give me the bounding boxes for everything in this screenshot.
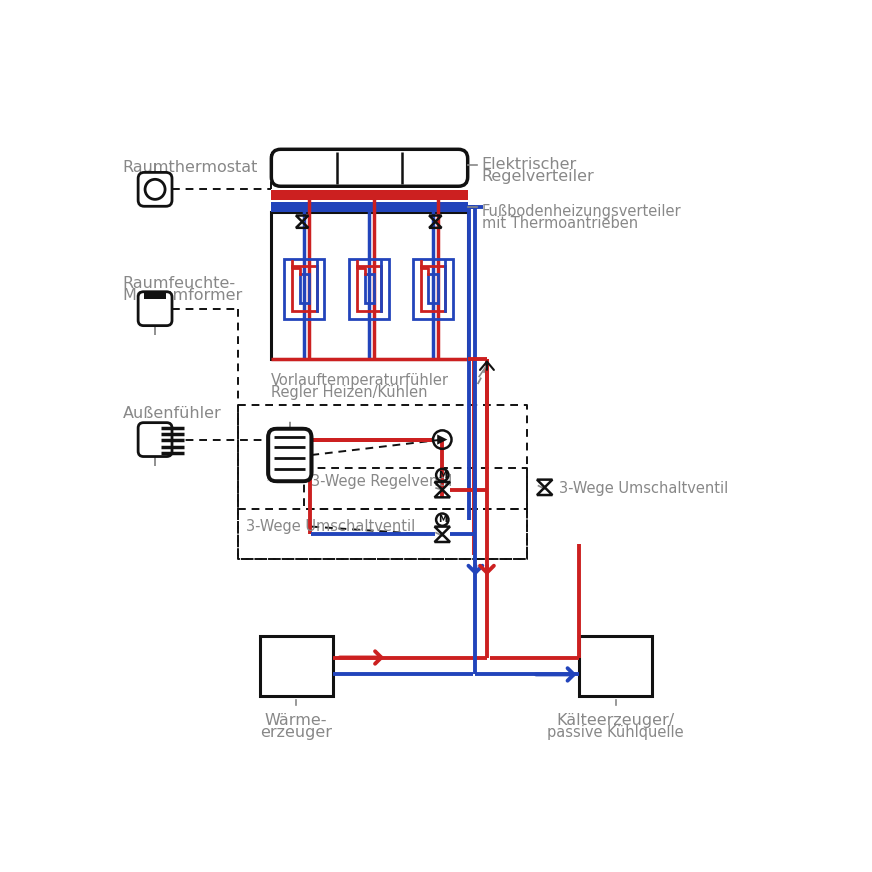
Bar (428, 274, 438, 303)
Bar (300, 274, 309, 303)
Bar (260, 636, 333, 696)
Text: 3-Wege Umschaltventil: 3-Wege Umschaltventil (559, 481, 728, 496)
Bar (364, 274, 374, 303)
Text: M: M (438, 471, 446, 480)
Text: Kälteerzeuger/: Kälteerzeuger/ (556, 713, 675, 728)
Bar (292, 266, 317, 311)
FancyBboxPatch shape (269, 429, 311, 481)
FancyBboxPatch shape (269, 429, 311, 481)
Text: 3-Wege Regelventil: 3-Wege Regelventil (311, 474, 453, 489)
Text: Raumfeuchte-: Raumfeuchte- (123, 276, 235, 290)
Bar (349, 259, 389, 318)
Bar (357, 266, 381, 311)
FancyBboxPatch shape (138, 423, 172, 457)
Text: Regler Heizen/Kühlen: Regler Heizen/Kühlen (271, 385, 428, 400)
Text: passive Kühlquelle: passive Kühlquelle (548, 726, 684, 740)
Bar (144, 292, 166, 299)
Polygon shape (437, 434, 447, 445)
Text: erzeuger: erzeuger (260, 726, 332, 740)
Bar (420, 266, 446, 311)
Text: 3-Wege Umschaltventil: 3-Wege Umschaltventil (246, 519, 415, 534)
Text: Vorlauftemperaturfühler: Vorlauftemperaturfühler (271, 372, 449, 387)
Text: Außenfühler: Außenfühler (123, 406, 221, 421)
Text: Regelverteiler: Regelverteiler (481, 169, 595, 184)
Text: mit Thermoantrieben: mit Thermoantrieben (481, 216, 637, 231)
FancyBboxPatch shape (138, 292, 172, 325)
Text: Raumthermostat: Raumthermostat (123, 160, 258, 175)
Text: Wärme-: Wärme- (265, 713, 327, 728)
Text: Elektrischer: Elektrischer (481, 157, 576, 172)
Bar (284, 259, 324, 318)
FancyBboxPatch shape (138, 173, 172, 207)
Bar (413, 259, 453, 318)
Bar (271, 190, 467, 200)
Text: M: M (438, 515, 446, 524)
Bar (271, 213, 467, 358)
Bar (271, 202, 467, 213)
FancyBboxPatch shape (271, 149, 467, 187)
Bar (579, 636, 652, 696)
Text: Messumformer: Messumformer (123, 288, 243, 303)
Text: Fußbodenheizungsverteiler: Fußbodenheizungsverteiler (481, 204, 681, 219)
